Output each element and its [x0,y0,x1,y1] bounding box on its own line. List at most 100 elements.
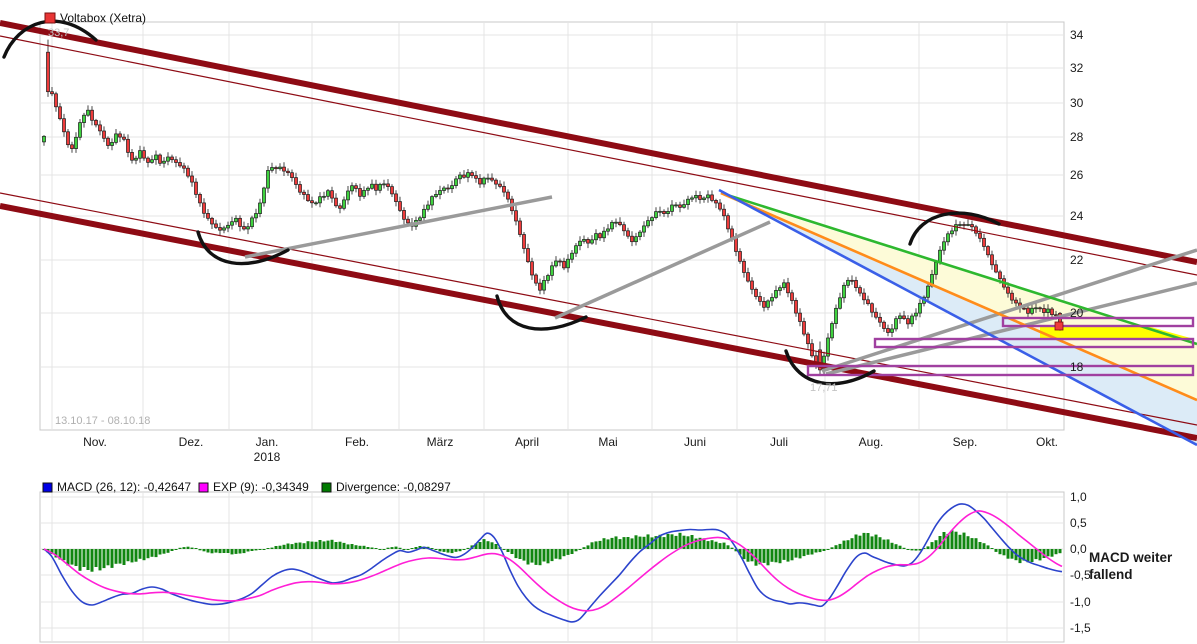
histogram-bar [970,538,974,549]
exp-legend-swatch [198,482,209,493]
histogram-bar [746,549,750,562]
histogram-bar [694,538,698,549]
histogram-bar [622,537,626,549]
histogram-bar [982,543,986,549]
gray-trendline[interactable] [821,248,1197,373]
support-zone-box[interactable] [873,337,1195,349]
trend-channel-line[interactable] [0,203,1197,441]
histogram-bar [662,537,666,549]
histogram-bar [946,533,950,549]
macd-tick-label: 1,0 [1070,490,1087,504]
candle-body [366,187,370,191]
hand-drawn-arc[interactable] [784,349,876,386]
candle-body [166,156,170,162]
macd-legend-swatch [42,482,53,493]
histogram-bar [206,549,210,553]
candle-body [978,232,982,239]
candle-body [538,282,542,291]
candle-body [818,349,822,371]
histogram-bar [210,549,214,554]
histogram-bar [170,549,174,551]
candle-body [1050,308,1054,316]
histogram-bar [934,540,938,549]
gray-trendline[interactable] [244,195,553,259]
hand-drawn-arc[interactable] [495,294,588,331]
hand-drawn-arc[interactable] [908,211,1001,246]
candle-body [530,261,534,276]
support-zone-box[interactable] [806,364,1195,377]
candle-body [182,165,186,169]
histogram-bar [774,549,778,563]
histogram-bar [894,544,898,549]
histogram-bar [66,549,70,566]
histogram-bar [58,549,62,560]
histogram-bar [554,549,558,559]
histogram-bar [262,549,266,550]
candle-body [934,261,938,275]
histogram-bar [654,536,658,549]
candle-body [282,166,286,172]
histogram-bar [454,549,458,552]
candle-body [258,202,262,214]
support-zone-box[interactable] [1001,316,1195,328]
candle-body [254,213,258,219]
histogram-bar [954,531,958,549]
hand-drawn-arc[interactable] [2,19,98,59]
histogram-bar [302,543,306,549]
histogram-bar [338,541,342,549]
histogram-bar [882,539,886,549]
histogram-bar [986,545,990,549]
histogram-bar [1030,549,1034,562]
candle-body [882,321,886,329]
candle-body [594,233,598,241]
histogram-bar [994,549,998,552]
instrument-legend-label: Voltabox (Xetra) [60,11,146,25]
histogram-bar [534,549,538,565]
hand-drawn-arc[interactable] [196,230,290,266]
histogram-bar [434,549,438,550]
price-plot-area[interactable] [39,21,1065,431]
gray-trendline[interactable] [554,220,771,320]
candle-body [862,292,866,301]
candle-body [798,312,802,322]
histogram-bar [1054,549,1058,555]
candle-body [518,220,522,235]
histogram-bar [1050,549,1054,557]
histogram-bar [618,539,622,549]
candle-body [438,190,442,195]
candle-body [706,194,710,199]
candle-body [898,315,902,320]
candle-body [502,186,506,193]
candle-body [186,167,190,177]
gray-trendline[interactable] [825,281,1197,376]
candle-body [702,197,706,200]
candle-body [334,197,338,207]
candle-body [478,177,482,185]
histogram-bar [322,541,326,549]
candle-body [686,198,690,205]
macd-plot-area[interactable] [39,491,1065,643]
histogram-bar [950,530,954,549]
histogram-bar [150,549,154,557]
candle-body [170,156,174,161]
candle-body [206,213,210,219]
histogram-bar [966,536,970,549]
candle-body [266,170,270,189]
histogram-bar [450,549,454,554]
histogram-bar [194,548,198,549]
candle-body [774,290,778,298]
candle-body [794,300,798,314]
candle-body [626,230,630,237]
candle-body [374,183,378,191]
candle-body [78,122,82,138]
fan-trendline[interactable] [718,188,1197,447]
histogram-bar [606,539,610,549]
candle-body [778,287,782,291]
trend-channel-line[interactable] [0,35,1197,276]
histogram-bar [482,539,486,549]
histogram-bar [702,538,706,549]
histogram-bar [266,548,270,549]
histogram-bar [82,549,86,567]
candle-body [514,210,518,222]
